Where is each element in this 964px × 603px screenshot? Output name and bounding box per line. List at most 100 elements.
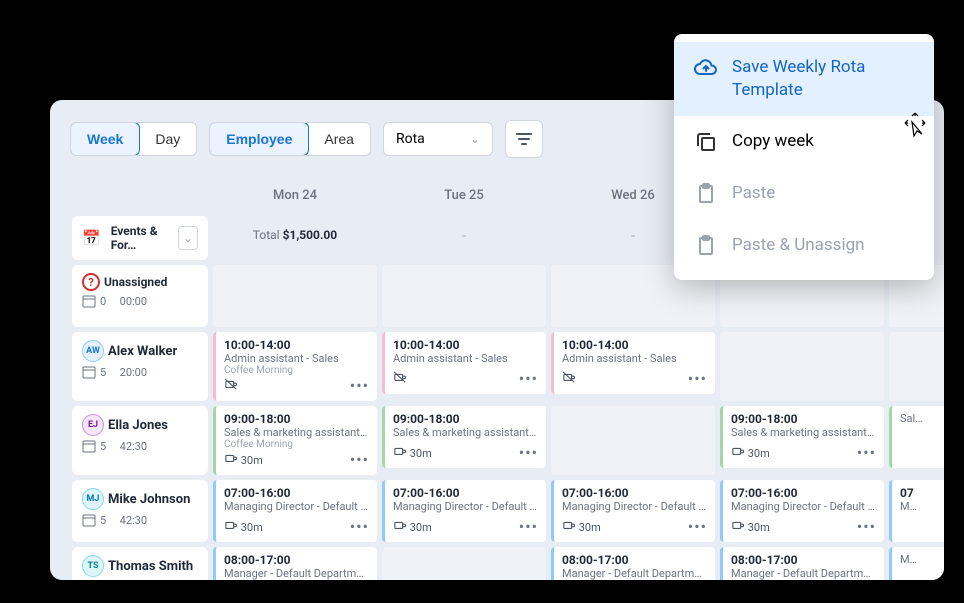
paste-menu-item[interactable]: Paste xyxy=(674,168,934,220)
employee-header[interactable]: EJ Ella Jones 5 42:30 xyxy=(72,406,208,475)
view-toggle: Week Day xyxy=(70,122,197,156)
week-button[interactable]: Week xyxy=(70,122,140,156)
empty-cell[interactable] xyxy=(551,406,715,475)
calendar-icon: 📅 xyxy=(82,229,101,247)
shift-cell[interactable]: 08:00-17:00Manager - Default Department … xyxy=(551,547,715,580)
employee-header[interactable]: AW Alex Walker 5 20:00 xyxy=(72,332,208,401)
shift-role: Managing Director - Default Dep… xyxy=(393,500,538,513)
shift-role: Manager - Default Department xyxy=(731,567,876,580)
empty-cell[interactable] xyxy=(382,265,546,327)
shift-time: 09:00-18:00 xyxy=(224,412,369,426)
filter-button[interactable] xyxy=(505,120,543,158)
rota-dropdown-label: Rota xyxy=(396,131,425,147)
shift-cell[interactable]: 07M… xyxy=(889,480,944,542)
shift-cell[interactable]: 08:00-17:00Manager - Default Department … xyxy=(720,547,884,580)
employee-meta: 5 42:30 xyxy=(82,439,198,453)
day-button[interactable]: Day xyxy=(139,123,196,155)
shift-cell[interactable]: 07:00-16:00Managing Director - Default D… xyxy=(720,480,884,542)
cursor-icon xyxy=(902,110,928,146)
employee-name: Alex Walker xyxy=(108,344,177,359)
rota-dropdown[interactable]: Rota ⌄ xyxy=(383,122,493,156)
shift-role: Manager - Default Department xyxy=(562,567,707,580)
total-cell: Total $1,500.00 xyxy=(211,214,379,262)
employee-button[interactable]: Employee xyxy=(209,122,309,156)
shift-cell[interactable]: 09:00-18:00Sales & marketing assistant -… xyxy=(213,406,377,475)
more-icon[interactable]: ••• xyxy=(350,517,369,536)
paste-unassign-menu-item[interactable]: Paste & Unassign xyxy=(674,220,934,272)
shift-time: 09:00-18:00 xyxy=(731,412,876,426)
events-row-header[interactable]: 📅 Events & For… ⌄ xyxy=(72,216,208,260)
shift-cell[interactable]: 10:00-14:00Admin assistant - SalesCoffee… xyxy=(213,332,377,401)
shift-time: 07:00-16:00 xyxy=(224,486,369,500)
shift-time: 07:00-16:00 xyxy=(393,486,538,500)
shift-role: Managing Director - Default Dep… xyxy=(562,500,707,513)
more-icon[interactable]: ••• xyxy=(519,517,538,536)
dash-cell: - xyxy=(380,214,548,262)
empty-cell[interactable] xyxy=(720,332,884,401)
shift-role: Managing Director - Default Dep… xyxy=(224,500,369,513)
shift-role: Sales & marketing assistant - Sa… xyxy=(393,426,538,439)
shift-role: Managing Director - Default Dep… xyxy=(731,500,876,513)
shift-role: Admin assistant - Sales xyxy=(393,352,538,365)
shift-cell[interactable]: 07:00-16:00Managing Director - Default D… xyxy=(213,480,377,542)
calendar-small-icon xyxy=(82,294,96,308)
question-icon: ? xyxy=(82,273,100,291)
copy-week-menu-item[interactable]: Copy week xyxy=(674,116,934,168)
shift-role: M… xyxy=(900,500,944,513)
avatar: EJ xyxy=(82,414,104,436)
save-template-menu-item[interactable]: Save Weekly Rota Template xyxy=(674,42,934,116)
shift-cell[interactable]: Sal… xyxy=(889,406,944,475)
menu-label: Copy week xyxy=(732,130,814,153)
empty-cell[interactable] xyxy=(889,332,944,401)
day-header: Tue 25 xyxy=(380,178,548,213)
more-icon[interactable]: ••• xyxy=(688,369,707,388)
more-icon[interactable]: ••• xyxy=(350,376,369,395)
avatar: MJ xyxy=(82,488,104,510)
chevron-down-icon: ⌄ xyxy=(470,132,480,146)
shift-role: Sales & marketing assistant - Sa… xyxy=(731,426,876,439)
shift-cell[interactable]: 08:00-17:00Manager - Default Department … xyxy=(213,547,377,580)
empty-cell[interactable] xyxy=(382,547,546,580)
shift-role: Admin assistant - Sales xyxy=(562,352,707,365)
employee-name: Ella Jones xyxy=(108,418,168,433)
shift-time: 07:00-16:00 xyxy=(731,486,876,500)
unassigned-header[interactable]: ?Unassigned 0 00:00 xyxy=(72,265,208,327)
shift-cell[interactable]: M… xyxy=(889,547,944,580)
context-menu: Save Weekly Rota Template Copy week Past… xyxy=(674,34,934,280)
group-toggle: Employee Area xyxy=(209,122,371,156)
shift-time: 07:00-16:00 xyxy=(562,486,707,500)
more-icon[interactable]: ••• xyxy=(688,517,707,536)
more-icon[interactable]: ••• xyxy=(519,369,538,388)
shift-cell[interactable]: 07:00-16:00Managing Director - Default D… xyxy=(551,480,715,542)
shift-cell[interactable]: 07:00-16:00Managing Director - Default D… xyxy=(382,480,546,542)
more-icon[interactable]: ••• xyxy=(857,517,876,536)
employee-header[interactable]: MJ Mike Johnson 5 42:30 xyxy=(72,480,208,542)
employee-name: Mike Johnson xyxy=(108,492,190,507)
shift-role: Sales & marketing assistant - Sa… xyxy=(224,426,369,439)
menu-label: Paste & Unassign xyxy=(732,234,865,257)
more-icon[interactable]: ••• xyxy=(857,443,876,462)
employee-header[interactable]: TSThomas Smith 5 42:30 xyxy=(72,547,208,580)
shift-cell[interactable]: 10:00-14:00Admin assistant - Sales••• xyxy=(551,332,715,401)
empty-cell[interactable] xyxy=(213,265,377,327)
shift-cell[interactable]: 09:00-18:00Sales & marketing assistant -… xyxy=(382,406,546,475)
copy-icon xyxy=(694,130,718,154)
avatar: TS xyxy=(82,555,104,577)
shift-time: 08:00-17:00 xyxy=(731,553,876,567)
avatar: AW xyxy=(82,340,104,362)
employee-name: Thomas Smith xyxy=(108,559,193,574)
day-header: Mon 24 xyxy=(211,178,379,213)
shift-tag: Coffee Morning xyxy=(224,439,369,450)
shift-time: 10:00-14:00 xyxy=(393,338,538,352)
shift-time: 07 xyxy=(900,486,944,500)
shift-cell[interactable]: 10:00-14:00Admin assistant - Sales ••• xyxy=(382,332,546,401)
area-button[interactable]: Area xyxy=(308,123,370,155)
cloud-upload-icon xyxy=(694,56,718,80)
more-icon[interactable]: ••• xyxy=(519,443,538,462)
expand-button[interactable]: ⌄ xyxy=(178,226,198,250)
employee-meta: 5 42:30 xyxy=(82,513,198,527)
shift-role: Admin assistant - Sales xyxy=(224,352,369,365)
shift-cell[interactable]: 09:00-18:00Sales & marketing assistant -… xyxy=(720,406,884,475)
employee-meta: 5 20:00 xyxy=(82,365,198,379)
more-icon[interactable]: ••• xyxy=(350,450,369,469)
